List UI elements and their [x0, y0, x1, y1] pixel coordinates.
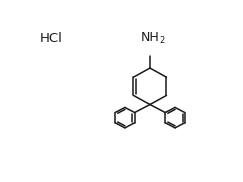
- Text: 2: 2: [159, 36, 164, 45]
- Text: NH: NH: [141, 31, 159, 44]
- Text: HCl: HCl: [40, 32, 63, 45]
